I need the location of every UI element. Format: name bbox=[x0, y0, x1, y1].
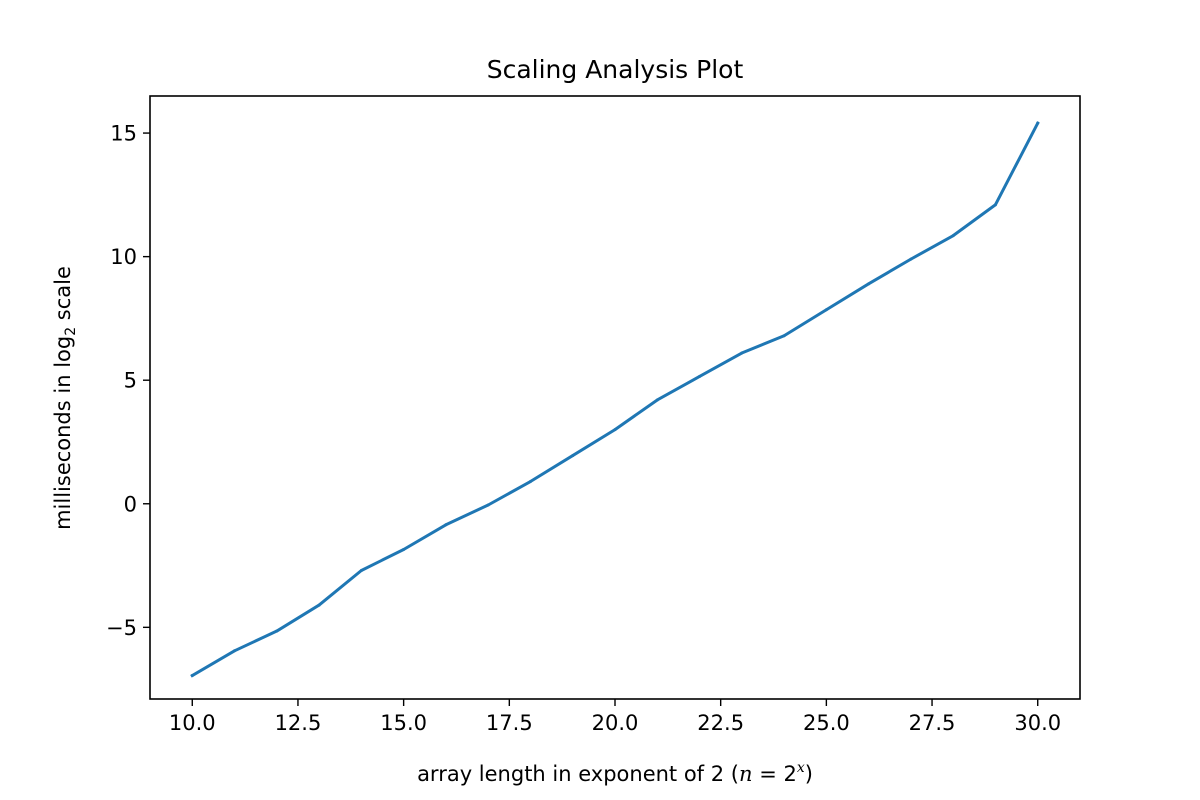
axes-frame bbox=[149, 95, 1081, 700]
y-axis-title-suffix: scale bbox=[51, 266, 75, 327]
y-tick-label: 15 bbox=[110, 122, 137, 146]
data-point bbox=[698, 374, 702, 378]
x-axis-title-math-var: n bbox=[739, 762, 753, 786]
x-tick-label: 27.5 bbox=[909, 711, 956, 735]
data-point bbox=[782, 334, 786, 338]
y-axis-title-prefix: milliseconds in log bbox=[51, 336, 75, 530]
data-point bbox=[1036, 121, 1040, 125]
x-tick-label: 25.0 bbox=[803, 711, 850, 735]
data-point bbox=[740, 351, 744, 355]
data-point bbox=[402, 547, 406, 551]
data-point bbox=[824, 308, 828, 312]
x-axis-title: array length in exponent of 2 (n = 2x) bbox=[417, 760, 813, 786]
y-tick-label: 5 bbox=[124, 369, 137, 393]
x-axis-title-math-eq: = 2 bbox=[753, 762, 797, 786]
x-tick-label: 10.0 bbox=[169, 711, 216, 735]
data-point bbox=[993, 203, 997, 207]
x-tick-label: 17.5 bbox=[486, 711, 533, 735]
data-point bbox=[951, 234, 955, 238]
y-tick-label: 0 bbox=[124, 492, 137, 516]
x-ticks: 10.0 12.5 15.0 17.5 20.0 22.5 25.0 27.5 30.0 bbox=[169, 699, 1061, 735]
x-tick-label: 12.5 bbox=[275, 711, 322, 735]
data-point bbox=[275, 629, 279, 633]
data-point bbox=[613, 428, 617, 432]
data-point bbox=[359, 568, 363, 572]
x-axis-title-suffix: ) bbox=[805, 762, 813, 786]
data-point bbox=[233, 649, 237, 653]
chart-title: Scaling Analysis Plot bbox=[487, 55, 744, 84]
x-tick-label: 30.0 bbox=[1014, 711, 1061, 735]
data-point bbox=[571, 454, 575, 458]
x-tick-label: 22.5 bbox=[697, 711, 744, 735]
x-axis-title-math-sup: x bbox=[797, 760, 805, 776]
data-point bbox=[444, 523, 448, 527]
plot-layer bbox=[190, 121, 1040, 678]
x-axis-title-prefix: array length in exponent of 2 ( bbox=[417, 762, 739, 786]
data-point bbox=[486, 503, 490, 507]
y-tick-label: −5 bbox=[106, 616, 137, 640]
y-axis-title-sub: 2 bbox=[63, 327, 79, 336]
x-tick-label: 15.0 bbox=[380, 711, 427, 735]
data-point bbox=[317, 603, 321, 607]
data-point bbox=[655, 398, 659, 402]
y-tick-label: 10 bbox=[110, 245, 137, 269]
x-tick-label: 20.0 bbox=[592, 711, 639, 735]
y-ticks: −5 0 5 10 15 bbox=[106, 122, 150, 640]
data-point bbox=[190, 674, 194, 678]
data-point bbox=[909, 257, 913, 261]
data-point bbox=[528, 480, 532, 484]
data-point bbox=[867, 282, 871, 286]
y-axis-title: milliseconds in log2 scale bbox=[51, 266, 79, 530]
